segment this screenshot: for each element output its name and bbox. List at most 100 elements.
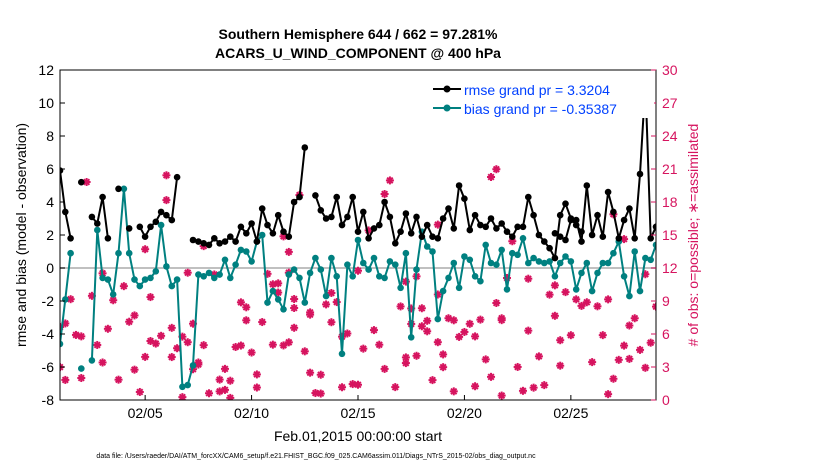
obs-count-marker-stroke <box>317 371 325 379</box>
bias-point <box>381 274 388 282</box>
obs-count-marker-stroke <box>583 298 591 306</box>
rmse-point <box>243 230 250 237</box>
obs-count-marker <box>625 354 634 363</box>
rmse-point <box>211 235 218 242</box>
obs-count-marker <box>641 363 650 372</box>
obs-count-marker-stroke <box>423 327 431 335</box>
obs-count-marker-stroke <box>492 165 500 173</box>
obs-count-marker-stroke <box>237 298 245 306</box>
rmse-point <box>296 193 303 201</box>
obs-count-marker <box>274 279 283 288</box>
obs-count-marker-stroke <box>386 176 394 184</box>
bias-point <box>184 381 191 389</box>
obs-count-marker <box>449 316 458 325</box>
rmse-point <box>67 235 74 242</box>
rmse-point <box>221 238 229 245</box>
bias-point <box>738 304 745 311</box>
obs-count-marker-stroke <box>588 358 596 366</box>
obs-count-marker-stroke <box>381 190 389 198</box>
bias-point <box>578 269 585 277</box>
y-tick-label-right: 21 <box>662 161 678 177</box>
bias-point <box>402 249 410 257</box>
obs-count-marker-stroke <box>652 305 656 311</box>
rmse-point <box>381 198 388 206</box>
obs-count-marker <box>284 247 293 256</box>
obs-count-marker <box>439 363 448 372</box>
bias-point <box>749 242 756 249</box>
bias-point <box>765 318 772 325</box>
obs-count-marker <box>497 391 506 400</box>
bias-point <box>759 278 766 285</box>
obs-count-marker-stroke <box>285 248 293 256</box>
obs-count-marker-stroke <box>279 341 288 349</box>
obs-count-marker <box>300 347 309 356</box>
obs-count-marker-stroke <box>652 303 656 309</box>
rmse-point <box>615 235 623 242</box>
legend-bias-label: bias grand pr = -0.35387 <box>464 101 617 117</box>
obs-count-marker-stroke <box>317 390 325 398</box>
obs-count-marker-stroke <box>290 304 298 312</box>
obs-count-marker-stroke <box>620 235 628 243</box>
obs-count-marker <box>481 355 490 364</box>
obs-count-marker-stroke <box>514 363 522 371</box>
legend-rmse-marker <box>443 85 451 93</box>
bias-point <box>647 256 654 264</box>
bias-point <box>717 240 724 247</box>
obs-count-marker <box>109 296 118 305</box>
bias-point <box>248 258 255 265</box>
rmse-point <box>301 144 309 151</box>
obs-count-marker <box>609 374 618 383</box>
obs-count-marker-stroke <box>620 342 628 350</box>
rmse-point <box>280 228 287 235</box>
obs-count-marker-stroke <box>593 302 601 310</box>
bias-point <box>274 296 282 303</box>
obs-count-marker-stroke <box>482 355 490 363</box>
rmse-point <box>434 235 442 242</box>
bias-point <box>509 249 516 257</box>
y-tick-label-right: 24 <box>662 128 678 144</box>
obs-count-marker <box>220 385 229 394</box>
bias-point <box>386 258 394 265</box>
obs-count-marker-stroke <box>349 380 357 388</box>
obs-count-marker <box>550 311 559 320</box>
bias-point <box>604 259 612 267</box>
bias-point <box>205 269 213 277</box>
obs-count-marker-stroke <box>418 322 426 330</box>
rmse-point <box>333 193 341 201</box>
bias-point <box>556 259 564 267</box>
bias-point <box>663 250 670 257</box>
bias-point <box>258 231 266 239</box>
obs-count-marker-stroke <box>327 318 335 326</box>
bias-point <box>301 299 309 306</box>
obs-count-marker <box>449 387 458 396</box>
obs-count-marker-stroke <box>551 312 559 320</box>
obs-count-marker-stroke <box>338 383 346 391</box>
obs-count-marker <box>636 345 645 354</box>
obs-count-marker-stroke <box>609 375 617 383</box>
obs-count-marker <box>561 288 570 297</box>
obs-count-marker <box>518 386 527 395</box>
obs-count-marker-stroke <box>647 339 655 347</box>
bias-point <box>626 292 633 300</box>
obs-count-marker <box>354 266 362 275</box>
obs-count-marker-stroke <box>258 318 266 326</box>
rmse-point <box>423 221 431 229</box>
y-axis-label-left: rmse and bias (model - observation) <box>13 123 29 347</box>
obs-count-marker-stroke <box>60 363 64 369</box>
obs-count-marker <box>98 358 107 367</box>
bias-point <box>407 334 415 341</box>
bias-point <box>211 274 218 282</box>
rmse-point <box>567 216 575 224</box>
obs-count-marker-stroke <box>551 281 559 289</box>
obs-count-marker-stroke <box>556 336 564 344</box>
obs-count-marker <box>130 365 139 374</box>
obs-count-marker-stroke <box>530 384 538 392</box>
obs-count-marker-stroke <box>418 304 426 312</box>
obs-count-marker <box>290 303 299 312</box>
rmse-point <box>439 215 447 222</box>
obs-count-marker <box>338 383 347 392</box>
obs-count-marker <box>173 344 182 353</box>
bias-point <box>147 274 154 282</box>
obs-count-marker-stroke <box>306 308 314 316</box>
obs-count-marker-stroke <box>168 324 176 332</box>
